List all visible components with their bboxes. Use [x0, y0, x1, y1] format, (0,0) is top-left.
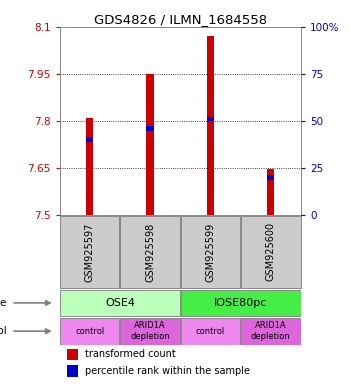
Text: IOSE80pc: IOSE80pc — [214, 298, 267, 308]
Bar — [146, 74, 154, 215]
Text: GSM925599: GSM925599 — [205, 222, 216, 281]
Text: control: control — [75, 327, 104, 336]
Text: GSM925597: GSM925597 — [85, 222, 95, 281]
Bar — [146, 126, 154, 131]
FancyBboxPatch shape — [60, 216, 119, 288]
FancyBboxPatch shape — [181, 290, 301, 316]
Text: transformed count: transformed count — [85, 349, 176, 359]
Text: GSM925600: GSM925600 — [266, 222, 276, 281]
Bar — [207, 117, 214, 121]
Bar — [67, 366, 78, 377]
Text: ARID1A
depletion: ARID1A depletion — [251, 321, 291, 341]
FancyBboxPatch shape — [181, 318, 240, 345]
FancyBboxPatch shape — [120, 216, 180, 288]
Text: OSE4: OSE4 — [105, 298, 135, 308]
Bar — [207, 36, 214, 215]
FancyBboxPatch shape — [60, 318, 119, 345]
Text: protocol: protocol — [0, 326, 6, 336]
FancyBboxPatch shape — [120, 318, 180, 345]
Bar — [267, 169, 274, 215]
Bar — [267, 175, 274, 180]
Bar — [86, 137, 93, 142]
FancyBboxPatch shape — [181, 216, 240, 288]
Title: GDS4826 / ILMN_1684558: GDS4826 / ILMN_1684558 — [94, 13, 267, 26]
Text: ARID1A
depletion: ARID1A depletion — [130, 321, 170, 341]
Text: GSM925598: GSM925598 — [145, 222, 155, 281]
FancyBboxPatch shape — [241, 216, 301, 288]
Bar — [67, 349, 78, 360]
Text: control: control — [196, 327, 225, 336]
FancyBboxPatch shape — [60, 290, 180, 316]
Text: cell line: cell line — [0, 298, 6, 308]
Bar — [86, 118, 93, 215]
FancyBboxPatch shape — [241, 318, 301, 345]
Text: percentile rank within the sample: percentile rank within the sample — [85, 366, 250, 376]
